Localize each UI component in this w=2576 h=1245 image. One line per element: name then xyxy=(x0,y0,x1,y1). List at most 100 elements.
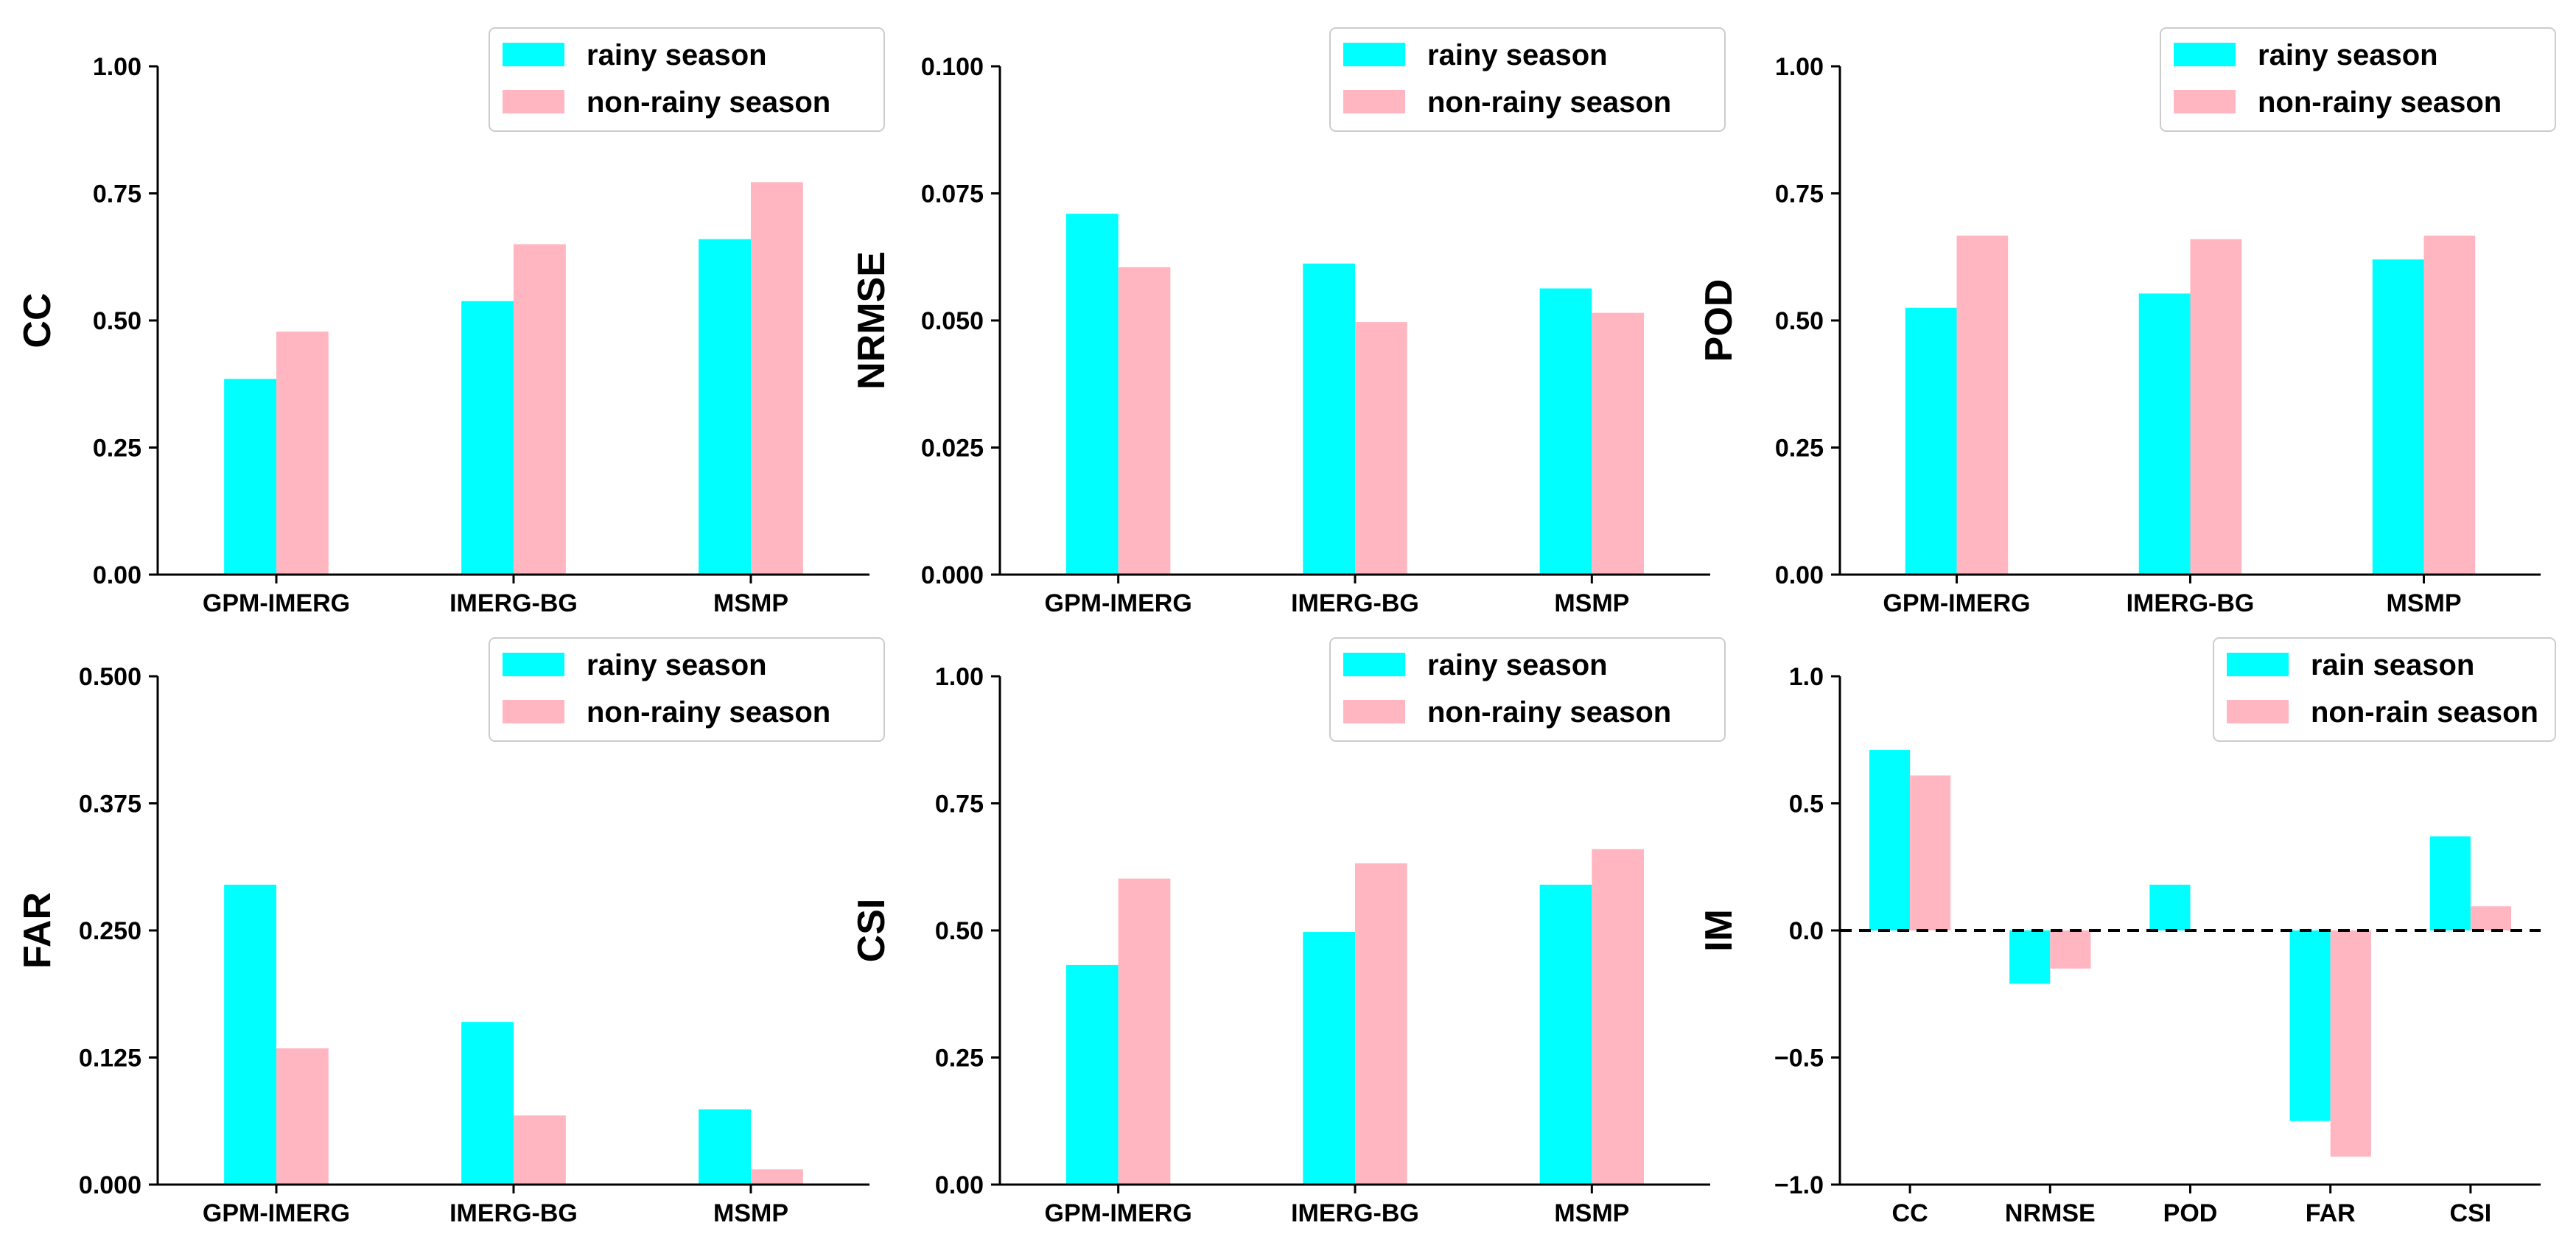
bar-non-rainy-season-msmp xyxy=(751,1169,803,1185)
x-tick-label: IMERG-BG xyxy=(449,589,578,617)
y-axis-label: POD xyxy=(1698,279,1740,362)
legend-label-non-rainy-season: non-rainy season xyxy=(2258,86,2502,119)
x-tick-label: CC xyxy=(1892,1199,1928,1227)
y-tick-label: 0.00 xyxy=(1775,561,1824,589)
bar-rainy-season-gpm-imerg xyxy=(224,379,276,575)
y-tick-label: 0.25 xyxy=(935,1045,984,1073)
bar-non-rainy-season-msmp xyxy=(1592,849,1645,1185)
y-axis-label: IM xyxy=(1698,909,1740,952)
chart-csi: 0.00 0.25 0.50 0.75 1.00 GPM-IMERG IMERG-BG MSM… xyxy=(850,637,1726,1227)
y-axis-label: CC xyxy=(16,292,59,348)
bar-rain-season-nrmse xyxy=(2009,930,2051,984)
legend-swatch-non-rain-season xyxy=(2227,700,2289,723)
x-tick-label: IMERG-BG xyxy=(1291,1199,1419,1227)
legend-label-rainy-season: rainy season xyxy=(587,39,767,71)
bar-rainy-season-msmp xyxy=(1539,884,1592,1185)
y-tick-label: 0.75 xyxy=(93,180,141,208)
x-tick-label: IMERG-BG xyxy=(1291,589,1419,617)
y-tick-label: 0.075 xyxy=(921,180,984,208)
y-tick-label: 0.75 xyxy=(1775,180,1824,208)
bar-non-rainy-season-imerg-bg xyxy=(2190,239,2242,575)
y-tick-label: 0.00 xyxy=(93,561,141,589)
bar-non-rainy-season-imerg-bg xyxy=(514,1115,566,1185)
bar-rain-season-far xyxy=(2289,930,2331,1121)
chart-nrmse: 0.000 0.025 0.050 0.075 0.100 GPM-IMERG IMERG-… xyxy=(850,27,1726,617)
legend-label-rain-season: rain season xyxy=(2311,649,2474,681)
legend-swatch-rainy-season xyxy=(1343,653,1405,676)
legend: rainy season non-rainy season xyxy=(1329,637,1726,742)
y-tick-label: 1.00 xyxy=(93,53,141,81)
bar-non-rainy-season-gpm-imerg xyxy=(1956,235,2009,575)
legend: rain season non-rain season xyxy=(2213,637,2556,742)
y-tick-label: 0.5 xyxy=(1789,790,1824,818)
bar-non-rain-season-cc xyxy=(1910,775,1951,930)
y-tick-label: 0.025 xyxy=(921,435,984,463)
bar-non-rainy-season-imerg-bg xyxy=(1355,322,1407,575)
legend-label-non-rain-season: non-rain season xyxy=(2311,696,2538,729)
legend-swatch-non-rainy-season xyxy=(1343,700,1405,723)
y-tick-label: 0.0 xyxy=(1789,917,1824,945)
x-tick-label: GPM-IMERG xyxy=(203,1199,350,1227)
bar-rainy-season-imerg-bg xyxy=(461,301,514,575)
x-tick-label: MSMP xyxy=(2387,589,2462,617)
y-tick-label: 0.050 xyxy=(921,307,984,335)
legend-label-non-rainy-season: non-rainy season xyxy=(587,86,830,119)
legend-frame xyxy=(1329,637,1726,742)
bar-rainy-season-msmp xyxy=(1539,288,1592,575)
bar-rainy-season-gpm-imerg xyxy=(224,884,276,1185)
bar-non-rainy-season-gpm-imerg xyxy=(276,1048,329,1185)
legend-swatch-rainy-season xyxy=(2174,43,2236,66)
legend-swatch-non-rainy-season xyxy=(2174,90,2236,113)
bar-non-rainy-season-msmp xyxy=(1592,312,1645,575)
legend-swatch-non-rainy-season xyxy=(503,700,564,723)
x-tick-label: MSMP xyxy=(1554,589,1629,617)
legend-label-non-rainy-season: non-rainy season xyxy=(1427,86,1671,119)
bar-rainy-season-gpm-imerg xyxy=(1065,964,1119,1185)
bar-rainy-season-msmp xyxy=(699,239,751,575)
bar-rainy-season-msmp xyxy=(2372,259,2424,575)
y-axis-label: FAR xyxy=(16,892,59,969)
x-tick-label: FAR xyxy=(2306,1199,2356,1227)
legend-label-rainy-season: rainy season xyxy=(1427,39,1608,71)
y-tick-label: 0.000 xyxy=(921,561,984,589)
legend-frame xyxy=(2213,637,2556,742)
y-tick-label: −1.0 xyxy=(1774,1171,1824,1199)
y-tick-label: 1.0 xyxy=(1789,663,1824,691)
bar-rainy-season-gpm-imerg xyxy=(1905,307,1957,575)
legend-swatch-non-rainy-season xyxy=(503,90,564,113)
x-tick-label: NRMSE xyxy=(2005,1199,2096,1227)
y-tick-label: 0.000 xyxy=(79,1171,141,1199)
legend-swatch-rainy-season xyxy=(503,653,564,676)
legend-label-rainy-season: rainy season xyxy=(587,649,767,681)
bar-rain-season-cc xyxy=(1869,750,1911,930)
x-tick-label: GPM-IMERG xyxy=(1045,589,1192,617)
x-tick-label: GPM-IMERG xyxy=(203,589,350,617)
legend-label-non-rainy-season: non-rainy season xyxy=(587,696,830,729)
x-tick-label: MSMP xyxy=(713,1199,788,1227)
bar-rain-season-csi xyxy=(2429,836,2471,930)
bar-non-rain-season-csi xyxy=(2470,906,2512,930)
x-tick-label: IMERG-BG xyxy=(2127,589,2255,617)
legend-label-rainy-season: rainy season xyxy=(2258,39,2438,71)
bar-non-rain-season-far xyxy=(2330,930,2371,1157)
x-tick-label: GPM-IMERG xyxy=(1883,589,2030,617)
y-tick-label: 0.375 xyxy=(79,790,141,818)
chart-far: 0.000 0.125 0.250 0.375 0.500 GPM-IMERG IMERG-… xyxy=(16,637,885,1227)
y-tick-label: 0.50 xyxy=(1775,307,1824,335)
y-tick-label: −0.5 xyxy=(1774,1045,1824,1073)
y-tick-label: 0.250 xyxy=(79,917,141,945)
bar-rainy-season-gpm-imerg xyxy=(1065,214,1119,575)
legend-frame xyxy=(489,27,885,132)
x-tick-label: GPM-IMERG xyxy=(1045,1199,1192,1227)
bar-rainy-season-imerg-bg xyxy=(1303,932,1355,1185)
legend-swatch-rain-season xyxy=(2227,653,2289,676)
bar-non-rainy-season-gpm-imerg xyxy=(1118,267,1171,575)
legend-swatch-non-rainy-season xyxy=(1343,90,1405,113)
y-tick-label: 0.50 xyxy=(93,307,141,335)
legend: rainy season non-rainy season xyxy=(1329,27,1726,132)
bar-non-rainy-season-imerg-bg xyxy=(514,244,566,575)
legend-label-rainy-season: rainy season xyxy=(1427,649,1608,681)
legend-label-non-rainy-season: non-rainy season xyxy=(1427,696,1671,729)
y-tick-label: 0.00 xyxy=(935,1171,984,1199)
